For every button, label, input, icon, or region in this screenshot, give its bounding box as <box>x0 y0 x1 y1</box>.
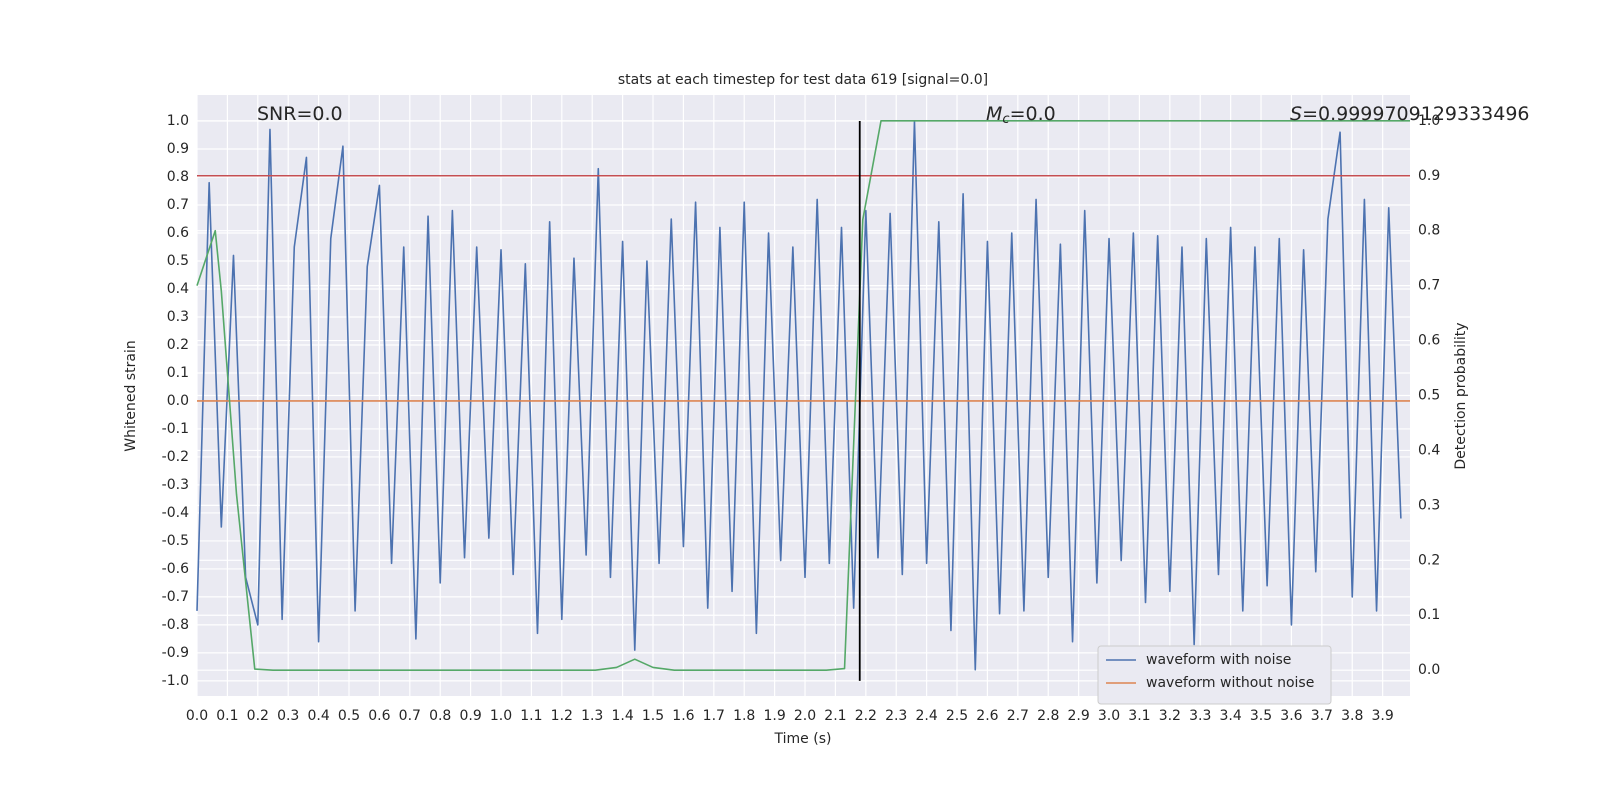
x-tick-label: 1.4 <box>611 708 633 724</box>
x-axis-label: Time (s) <box>774 731 832 747</box>
y-tick-label: 0.2 <box>167 337 189 353</box>
annotation: Mc=0.0 <box>986 103 1056 127</box>
y-tick-label: 0.7 <box>167 197 189 213</box>
y2-tick-label: 0.5 <box>1418 388 1440 404</box>
x-tick-label: 2.6 <box>976 708 998 724</box>
y2-tick-label: 0.4 <box>1418 442 1440 458</box>
y2-tick-label: 0.8 <box>1418 223 1440 239</box>
x-tick-label: 2.8 <box>1037 708 1059 724</box>
annotation: SNR=0.0 <box>257 103 343 125</box>
x-tick-label: 0.6 <box>368 708 390 724</box>
y-tick-label: 0.4 <box>167 281 189 297</box>
y-tick-label: -0.8 <box>162 617 189 633</box>
x-tick-label: 0.8 <box>429 708 451 724</box>
annotation-part: S <box>1290 103 1302 125</box>
y-tick-label: -0.3 <box>162 477 189 493</box>
x-tick-label: 2.2 <box>855 708 877 724</box>
series-line <box>196 120 1402 671</box>
x-tick-label: 1.2 <box>551 708 573 724</box>
x-tick-label: 0.7 <box>399 708 421 724</box>
y-tick-label: 0.3 <box>167 309 189 325</box>
annotation-part: =0.0 <box>1010 103 1056 125</box>
series-line <box>196 120 1410 671</box>
y-tick-label: 0.9 <box>167 141 189 157</box>
y2-tick-label: 0.1 <box>1418 607 1440 623</box>
y2-tick-label: 0.7 <box>1418 278 1440 294</box>
y-tick-label: -1.0 <box>162 673 189 689</box>
x-tick-label: 0.5 <box>338 708 360 724</box>
x-tick-label: 1.9 <box>763 708 785 724</box>
x-tick-label: 3.0 <box>1098 708 1120 724</box>
x-tick-label: 2.7 <box>1007 708 1029 724</box>
x-tick-label: 1.5 <box>642 708 664 724</box>
x-tick-label: 0.1 <box>216 708 238 724</box>
annotation: S=0.9999709129333496 <box>1290 103 1530 125</box>
legend-box <box>1097 645 1332 705</box>
x-tick-label: 1.3 <box>581 708 603 724</box>
annotation-part: =0.9999709129333496 <box>1302 103 1529 125</box>
annotation-part: c <box>1002 112 1009 127</box>
x-tick-label: 1.7 <box>703 708 725 724</box>
x-tick-label: 3.3 <box>1189 708 1211 724</box>
y-tick-label: -0.9 <box>162 645 189 661</box>
y-tick-label: 0.0 <box>167 393 189 409</box>
x-tick-label: 3.7 <box>1311 708 1333 724</box>
x-tick-label: 0.9 <box>459 708 481 724</box>
chart-title: stats at each timestep for test data 619… <box>618 72 988 88</box>
y2-axis-label: Detection probability <box>1453 322 1469 469</box>
y-tick-label: -0.6 <box>162 561 189 577</box>
x-tick-label: 3.2 <box>1159 708 1181 724</box>
x-tick-label: 0.2 <box>247 708 269 724</box>
x-tick-label: 3.8 <box>1341 708 1363 724</box>
y-tick-label: 0.8 <box>167 169 189 185</box>
y2-tick-label: 0.6 <box>1418 333 1440 349</box>
x-tick-label: 1.1 <box>520 708 542 724</box>
x-tick-label: 2.0 <box>794 708 816 724</box>
x-tick-label: 2.3 <box>885 708 907 724</box>
x-tick-label: 3.1 <box>1128 708 1150 724</box>
x-tick-label: 0.4 <box>307 708 329 724</box>
y-tick-label: 0.1 <box>167 365 189 381</box>
y-tick-label: -0.1 <box>162 421 189 437</box>
y-tick-label: -0.7 <box>162 589 189 605</box>
x-tick-label: 0.3 <box>277 708 299 724</box>
y2-tick-label: 0.2 <box>1418 552 1440 568</box>
annotation-part: M <box>986 103 1002 125</box>
y-tick-label: 1.0 <box>167 113 189 129</box>
y2-tick-label: 0.9 <box>1418 168 1440 184</box>
y2-tick-label: 0.0 <box>1418 662 1440 678</box>
x-tick-label: 1.6 <box>672 708 694 724</box>
annotation-part: SNR=0.0 <box>257 103 343 125</box>
y-axis-label: Whitened strain <box>123 340 139 451</box>
x-tick-label: 2.9 <box>1067 708 1089 724</box>
x-tick-label: 2.4 <box>915 708 937 724</box>
y-tick-label: -0.2 <box>162 449 189 465</box>
x-tick-label: 1.0 <box>490 708 512 724</box>
y-tick-label: -0.5 <box>162 533 189 549</box>
x-tick-label: 3.9 <box>1372 708 1394 724</box>
y2-tick-label: 0.3 <box>1418 497 1440 513</box>
x-tick-label: 3.6 <box>1280 708 1302 724</box>
y2-tick-label: 1.0 <box>1418 113 1440 129</box>
y-tick-label: -0.4 <box>162 505 189 521</box>
legend-label: waveform without noise <box>1146 675 1314 691</box>
y-tick-label: 0.6 <box>167 225 189 241</box>
legend-label: waveform with noise <box>1146 652 1291 668</box>
x-tick-label: 0.0 <box>186 708 208 724</box>
x-tick-label: 3.5 <box>1250 708 1272 724</box>
x-tick-label: 2.5 <box>946 708 968 724</box>
x-tick-label: 1.8 <box>733 708 755 724</box>
y-tick-label: 0.5 <box>167 253 189 269</box>
x-tick-label: 3.4 <box>1220 708 1242 724</box>
x-tick-label: 2.1 <box>824 708 846 724</box>
